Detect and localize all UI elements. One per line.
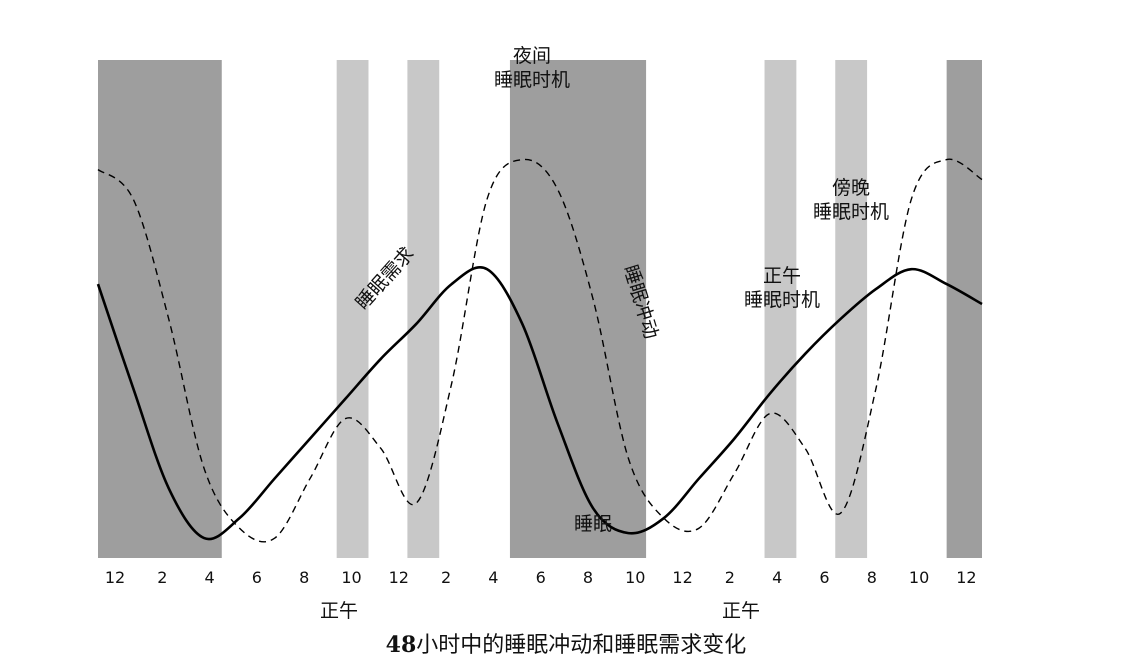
sleep-region-label: 睡眠 (573, 513, 612, 535)
x-tick-label: 12 (956, 568, 977, 587)
x-tick-label: 4 (772, 568, 783, 587)
sleep-region-4 (509, 60, 647, 558)
night-window-label: 夜间 睡眠时机 (462, 44, 602, 92)
x-tick-label: 8 (582, 568, 594, 587)
nap-region-2 (336, 60, 369, 558)
evening-window-label-line2: 睡眠时机 (812, 201, 889, 223)
sleep-region-1 (98, 60, 222, 558)
x-tick-label: 12 (388, 568, 409, 587)
x-tick-label: 4 (488, 568, 499, 587)
night-window-label-line2: 睡眠时机 (493, 69, 570, 91)
caption-text: 小时中的睡眠冲动和睡眠需求变化 (416, 633, 747, 658)
x-tick-label: 10 (341, 568, 362, 587)
noon-window-label: 正午 睡眠时机 (712, 264, 852, 312)
sleep-drive-line (97, 158, 983, 543)
x-tick-label: 2 (441, 568, 452, 587)
noon-label-2: 正午 (722, 600, 761, 622)
chart-caption: 48小时中的睡眠冲动和睡眠需求变化 (0, 627, 1132, 659)
x-tick-label: 10 (908, 568, 930, 587)
evening-window-label: 傍晚 睡眠时机 (781, 176, 921, 224)
shaded-regions (98, 60, 982, 558)
x-tick-label: 6 (819, 568, 830, 587)
nap-region-5 (764, 60, 797, 558)
x-tick-label: 8 (299, 568, 310, 587)
x-tick-label: 10 (625, 568, 646, 587)
x-tick-label: 2 (157, 568, 168, 587)
x-tick-label: 2 (724, 568, 735, 587)
evening-window-label-line1: 傍晚 (831, 177, 870, 199)
sleep-region-7 (946, 60, 982, 558)
x-tick-label: 12 (104, 568, 126, 587)
x-tick-label: 12 (672, 568, 693, 587)
x-tick-label: 6 (251, 568, 262, 587)
sleep-need-line (96, 266, 983, 541)
noon-label-1: 正午 (320, 600, 359, 622)
caption-number: 48 (385, 632, 417, 658)
x-tick-label: 8 (866, 568, 877, 587)
noon-window-label-line1: 正午 (762, 265, 801, 287)
x-tick-label: 6 (535, 568, 546, 587)
night-window-label-line1: 夜间 (512, 45, 551, 67)
x-tick-label: 4 (204, 568, 215, 587)
nap-region-3 (407, 60, 440, 558)
noon-window-label-line2: 睡眠时机 (743, 289, 820, 311)
